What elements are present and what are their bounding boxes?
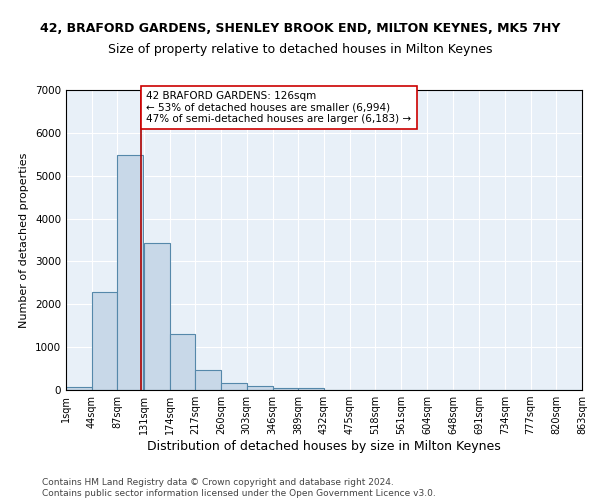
Bar [66,387,92,390]
Bar [298,388,324,390]
Bar [272,388,298,390]
Bar [118,155,143,390]
Bar [170,334,195,390]
Y-axis label: Number of detached properties: Number of detached properties [19,152,29,328]
Text: Size of property relative to detached houses in Milton Keynes: Size of property relative to detached ho… [108,42,492,56]
Bar [247,386,272,390]
Bar [221,384,247,390]
X-axis label: Distribution of detached houses by size in Milton Keynes: Distribution of detached houses by size … [147,440,501,453]
Bar [144,244,170,390]
Bar [92,292,118,390]
Bar [195,370,221,390]
Text: Contains HM Land Registry data © Crown copyright and database right 2024.
Contai: Contains HM Land Registry data © Crown c… [42,478,436,498]
Text: 42 BRAFORD GARDENS: 126sqm
← 53% of detached houses are smaller (6,994)
47% of s: 42 BRAFORD GARDENS: 126sqm ← 53% of deta… [146,91,412,124]
Text: 42, BRAFORD GARDENS, SHENLEY BROOK END, MILTON KEYNES, MK5 7HY: 42, BRAFORD GARDENS, SHENLEY BROOK END, … [40,22,560,36]
